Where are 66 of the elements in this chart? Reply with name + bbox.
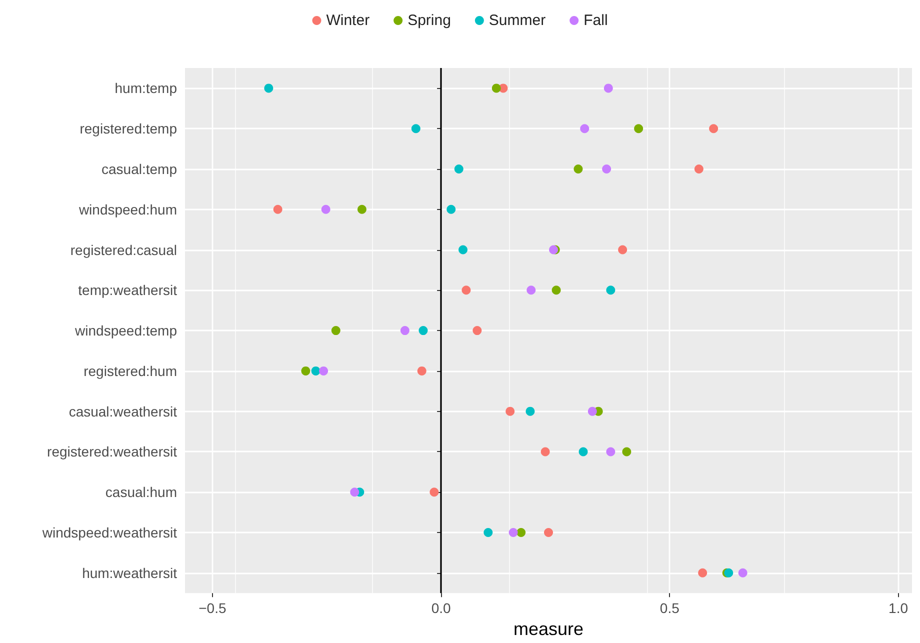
- legend-label: Fall: [584, 12, 608, 29]
- point: [350, 488, 360, 497]
- y-tick-label: windspeed:temp: [74, 322, 178, 339]
- point: [622, 447, 632, 456]
- point: [411, 124, 420, 134]
- point: [472, 326, 482, 336]
- point: [602, 164, 612, 174]
- point: [738, 568, 748, 578]
- point: [574, 164, 583, 174]
- point: [580, 124, 590, 134]
- point: [604, 84, 613, 93]
- point: [540, 447, 550, 456]
- point: [516, 528, 526, 538]
- y-tick-label: casual:weathersit: [68, 403, 178, 420]
- point: [264, 84, 274, 93]
- point: [544, 528, 553, 538]
- point: [454, 164, 464, 174]
- point: [417, 366, 426, 376]
- point: [492, 84, 501, 93]
- y-tick-label: windspeed:hum: [78, 201, 177, 218]
- y-tick-label: windspeed:weathersit: [41, 524, 178, 541]
- x-tick-label: 0.5: [660, 600, 680, 616]
- point: [357, 204, 366, 214]
- point: [709, 124, 718, 134]
- point: [508, 528, 518, 538]
- point: [606, 286, 616, 295]
- legend-label: Summer: [488, 12, 546, 29]
- point: [606, 447, 616, 456]
- point: [484, 528, 493, 538]
- point: [321, 204, 330, 214]
- y-tick-label: registered:weathersit: [47, 444, 178, 460]
- point: [694, 164, 704, 174]
- point: [311, 366, 320, 376]
- point: [446, 204, 456, 214]
- y-tick-label: temp:weathersit: [78, 282, 178, 298]
- point: [698, 568, 708, 578]
- point: [634, 124, 644, 134]
- point: [458, 245, 468, 254]
- point: [319, 366, 328, 376]
- x-tick-label: 1.0: [888, 600, 908, 616]
- point: [526, 406, 535, 416]
- point: [331, 326, 340, 336]
- point: [588, 406, 597, 416]
- legend-label: Winter: [326, 12, 370, 29]
- y-tick-label: registered:temp: [80, 120, 178, 137]
- point: [506, 406, 515, 416]
- point: [462, 286, 471, 295]
- x-tick-label: −0.5: [198, 600, 226, 616]
- point: [418, 326, 428, 336]
- point: [273, 204, 282, 214]
- y-tick-label: registered:casual: [70, 242, 177, 258]
- y-tick-label: hum:weathersit: [82, 564, 178, 581]
- point: [400, 326, 410, 336]
- legend-label: Spring: [408, 12, 451, 29]
- point: [578, 447, 588, 456]
- y-tick-label: casual:temp: [102, 160, 178, 177]
- point: [526, 286, 536, 295]
- point: [552, 286, 561, 295]
- point: [618, 245, 628, 254]
- y-tick-label: hum:temp: [114, 80, 178, 96]
- y-tick-label: casual:hum: [105, 484, 177, 500]
- point: [301, 366, 310, 376]
- y-tick-label: registered:hum: [84, 362, 177, 379]
- x-axis-title: measure: [513, 619, 584, 639]
- x-tick-label: 0.0: [431, 600, 451, 616]
- point: [430, 488, 439, 497]
